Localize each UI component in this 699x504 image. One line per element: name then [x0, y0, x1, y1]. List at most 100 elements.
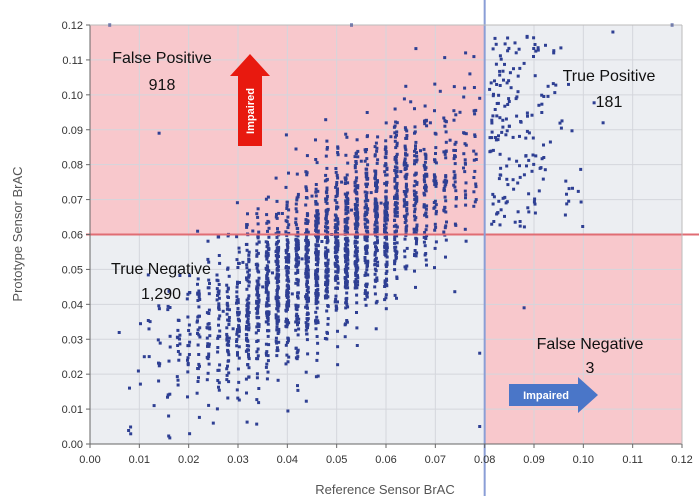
- data-point: [344, 208, 348, 212]
- data-point: [335, 201, 339, 205]
- data-point: [413, 218, 417, 222]
- data-point: [425, 224, 429, 228]
- data-point: [314, 243, 318, 247]
- data-point: [325, 201, 329, 205]
- data-point: [235, 388, 239, 392]
- data-point: [414, 160, 418, 164]
- data-point: [344, 247, 348, 251]
- true-negative-count: 1,290: [141, 286, 181, 303]
- data-point: [324, 261, 328, 265]
- data-point: [444, 199, 448, 203]
- data-point: [216, 336, 220, 340]
- data-point: [178, 337, 181, 341]
- data-point: [266, 251, 270, 255]
- data-point: [195, 320, 199, 324]
- data-point: [306, 326, 309, 330]
- data-point: [285, 291, 289, 295]
- data-point: [255, 266, 259, 270]
- data-point: [306, 272, 310, 276]
- data-point: [413, 192, 416, 196]
- data-point: [310, 194, 314, 198]
- data-point: [325, 166, 329, 170]
- data-point: [533, 197, 537, 201]
- data-point: [344, 178, 348, 182]
- data-point: [286, 215, 290, 219]
- data-point: [264, 286, 268, 290]
- data-point: [394, 174, 398, 178]
- data-point: [296, 271, 300, 274]
- data-point: [266, 329, 270, 333]
- data-point: [247, 366, 251, 370]
- data-point: [198, 326, 202, 330]
- data-point: [522, 173, 526, 177]
- data-point: [384, 146, 388, 150]
- data-point: [176, 378, 180, 382]
- data-point: [394, 146, 398, 150]
- data-point: [541, 177, 545, 181]
- data-point: [314, 183, 318, 186]
- data-point: [373, 258, 377, 262]
- x-tick-label: 0.01: [129, 454, 150, 466]
- data-point: [525, 129, 529, 133]
- data-point: [413, 249, 417, 252]
- data-point: [383, 230, 386, 234]
- data-point: [295, 312, 299, 316]
- data-point: [415, 197, 419, 201]
- data-point: [363, 289, 367, 293]
- data-point: [216, 290, 220, 294]
- data-point: [305, 338, 309, 342]
- data-point: [336, 281, 340, 285]
- data-point: [364, 283, 368, 287]
- data-point: [402, 214, 406, 218]
- data-point: [197, 295, 201, 299]
- data-point: [217, 292, 221, 296]
- data-point: [415, 224, 419, 228]
- data-point: [355, 301, 359, 305]
- data-point: [256, 207, 260, 211]
- data-point: [315, 224, 319, 228]
- data-point: [353, 280, 357, 284]
- data-point: [373, 176, 377, 180]
- data-point: [453, 154, 457, 158]
- data-point: [404, 194, 408, 198]
- data-point: [285, 204, 289, 208]
- data-point: [335, 183, 339, 187]
- data-point: [363, 292, 367, 295]
- data-point: [385, 204, 389, 208]
- data-point: [247, 275, 251, 279]
- data-point: [324, 234, 328, 238]
- data-point: [245, 420, 249, 424]
- data-point: [245, 263, 249, 267]
- data-point: [501, 196, 505, 200]
- x-tick-label: 0.00: [79, 454, 100, 466]
- data-point: [168, 436, 172, 440]
- data-point: [285, 257, 288, 261]
- data-point: [385, 277, 388, 281]
- data-point: [494, 138, 498, 142]
- data-point: [236, 298, 240, 302]
- data-point: [325, 296, 329, 300]
- data-point: [265, 245, 269, 249]
- data-point: [413, 207, 417, 211]
- data-point: [425, 124, 429, 128]
- data-point: [326, 304, 330, 308]
- data-point: [326, 267, 330, 271]
- data-point: [413, 149, 416, 153]
- data-point: [527, 192, 531, 196]
- data-point: [404, 226, 408, 229]
- data-point: [324, 251, 328, 255]
- data-point: [394, 256, 398, 259]
- data-point: [533, 74, 537, 78]
- data-point: [567, 199, 571, 203]
- data-point: [255, 249, 259, 253]
- data-point: [364, 150, 368, 154]
- data-point: [267, 312, 271, 315]
- data-point: [284, 251, 288, 255]
- data-point: [217, 306, 221, 310]
- data-point: [316, 275, 320, 279]
- data-point: [207, 292, 211, 296]
- data-point: [345, 319, 349, 322]
- data-point: [356, 186, 360, 190]
- data-point: [526, 206, 530, 210]
- false-negative-count: 3: [586, 360, 595, 377]
